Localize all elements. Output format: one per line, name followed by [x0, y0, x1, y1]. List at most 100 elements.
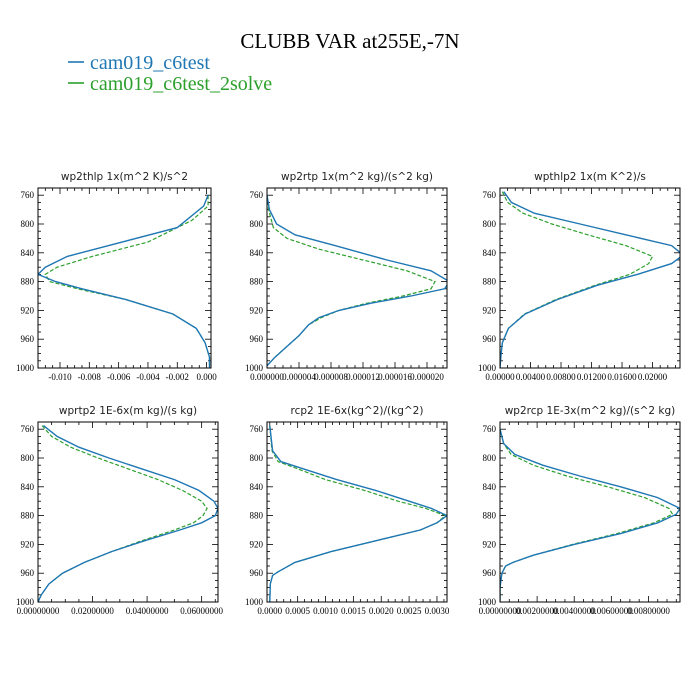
- y-tick-label: 920: [250, 539, 264, 549]
- y-tick-label: 1000: [16, 363, 35, 373]
- y-tick-label: 880: [483, 277, 497, 287]
- y-tick-label: 880: [21, 277, 35, 287]
- x-tick-label: 0.00000000: [479, 606, 522, 616]
- x-tick-label: -0.006: [107, 372, 131, 382]
- x-tick-label: 0.00800: [546, 372, 576, 382]
- figure-title: CLUBB VAR at255E,-7N: [240, 29, 459, 53]
- panel-title: wp2rcp 1E-3x(m^2 kg)/(s^2 kg): [505, 405, 676, 417]
- panel-title: wprtp2 1E-6x(m kg)/(s kg): [59, 405, 197, 417]
- panel-title: wpthlp2 1x(m K^2)/s: [534, 171, 646, 183]
- x-tick-label: -0.004: [136, 372, 160, 382]
- y-tick-label: 760: [250, 190, 264, 200]
- y-tick-label: 920: [21, 539, 35, 549]
- y-tick-label: 960: [250, 568, 264, 578]
- y-tick-label: 840: [483, 482, 497, 492]
- x-tick-label: -0.008: [78, 372, 102, 382]
- plot-frame: [37, 421, 219, 603]
- y-tick-label: 920: [250, 305, 264, 315]
- x-tick-label: 0.00400: [516, 372, 546, 382]
- y-tick-label: 880: [21, 511, 35, 521]
- x-tick-label: 0.0010: [313, 606, 338, 616]
- y-tick-label: 920: [483, 305, 497, 315]
- plot-frame: [266, 187, 448, 369]
- series-line-1: [38, 194, 211, 368]
- x-tick-label: 0.00800000: [627, 606, 670, 616]
- panel-4: wprtp2 1E-6x(m kg)/(s kg) 760 800 840 880 920…: [16, 405, 224, 616]
- panel-6: wp2rcp 1E-3x(m^2 kg)/(s^2 kg) 760 800 840 88…: [478, 405, 681, 616]
- plot-frame: [266, 421, 448, 603]
- panel-1: wp2thlp 1x(m^2 K)/s^2 760 800 840 880 920 960 1…: [16, 171, 217, 382]
- series-line-2: [267, 195, 436, 367]
- series-line-2: [38, 425, 208, 602]
- y-tick-label: 840: [21, 248, 35, 258]
- x-tick-label: 0.00000: [485, 372, 515, 382]
- y-tick-label: 960: [21, 334, 35, 344]
- x-tick-label: 0.0030: [425, 606, 450, 616]
- x-tick-label: 0.0000: [257, 606, 282, 616]
- x-tick-label: 0.000020: [410, 372, 444, 382]
- y-tick-label: 1000: [478, 363, 497, 373]
- series-line-1: [500, 191, 680, 368]
- x-tick-label: 0.0005: [285, 606, 310, 616]
- plot-frame: [37, 187, 212, 369]
- y-tick-label: 960: [250, 334, 264, 344]
- x-tick-label: 0.000004: [282, 372, 316, 382]
- y-tick-label: 1000: [478, 597, 497, 607]
- y-tick-label: 1000: [245, 597, 264, 607]
- y-tick-label: 840: [21, 482, 35, 492]
- x-tick-label: -0.002: [166, 372, 189, 382]
- x-tick-label: 0.01600: [607, 372, 637, 382]
- panels-grid: wp2thlp 1x(m^2 K)/s^2 760 800 840 880 920 960 1…: [16, 171, 681, 616]
- y-tick-label: 880: [250, 511, 264, 521]
- legend-label-2: cam019_c6test_2solve: [90, 73, 272, 95]
- y-tick-label: 840: [250, 482, 264, 492]
- series-line-1: [500, 429, 680, 602]
- y-tick-label: 800: [21, 453, 35, 463]
- x-tick-label: 0.000016: [378, 372, 412, 382]
- y-tick-label: 1000: [16, 597, 35, 607]
- panel-3: wpthlp2 1x(m K^2)/s 760 800 840 880 920 960 100…: [478, 171, 681, 382]
- x-tick-label: 0.000012: [346, 372, 380, 382]
- plot-frame: [499, 421, 681, 603]
- y-tick-label: 800: [21, 219, 35, 229]
- plot-frame: [499, 187, 681, 369]
- y-tick-label: 760: [483, 424, 497, 434]
- panel-title: wp2rtp 1x(m^2 kg)/(s^2 kg): [281, 171, 433, 183]
- y-tick-label: 960: [21, 568, 35, 578]
- x-tick-label: 0.00600000: [590, 606, 633, 616]
- y-tick-label: 760: [21, 424, 35, 434]
- x-tick-label: 0.00000000: [17, 606, 60, 616]
- panel-title: wp2thlp 1x(m^2 K)/s^2: [61, 171, 188, 183]
- y-tick-label: 1000: [245, 363, 264, 373]
- y-tick-label: 800: [483, 453, 497, 463]
- y-tick-label: 800: [250, 219, 264, 229]
- x-tick-label: 0.00400000: [553, 606, 596, 616]
- x-tick-label: 0.04000000: [126, 606, 169, 616]
- x-tick-label: 0.000: [196, 372, 217, 382]
- y-tick-label: 760: [483, 190, 497, 200]
- y-tick-label: 960: [483, 568, 497, 578]
- y-tick-label: 960: [483, 334, 497, 344]
- y-tick-label: 840: [483, 248, 497, 258]
- y-tick-label: 800: [250, 453, 264, 463]
- x-tick-label: -0.010: [48, 372, 72, 382]
- legend-entry-2: cam019_c6test_2solve: [68, 73, 272, 95]
- series-line-1: [267, 195, 447, 367]
- y-tick-label: 880: [250, 277, 264, 287]
- x-tick-label: 0.02000: [638, 372, 668, 382]
- x-tick-label: 0.06000000: [180, 606, 223, 616]
- x-tick-label: 0.02000000: [71, 606, 114, 616]
- y-tick-label: 920: [21, 305, 35, 315]
- panel-2: wp2rtp 1x(m^2 kg)/(s^2 kg) 760 800 840 880 92…: [245, 171, 448, 382]
- x-tick-label: 0.0020: [369, 606, 394, 616]
- y-tick-label: 840: [250, 248, 264, 258]
- x-tick-label: 0.000008: [314, 372, 348, 382]
- series-line-2: [500, 191, 654, 368]
- y-tick-label: 760: [250, 424, 264, 434]
- x-tick-label: 0.01200: [577, 372, 607, 382]
- legend-entry-1: cam019_c6test: [68, 52, 210, 74]
- x-tick-label: 0.000000: [250, 372, 284, 382]
- series-line-1: [38, 425, 218, 602]
- y-tick-label: 800: [483, 219, 497, 229]
